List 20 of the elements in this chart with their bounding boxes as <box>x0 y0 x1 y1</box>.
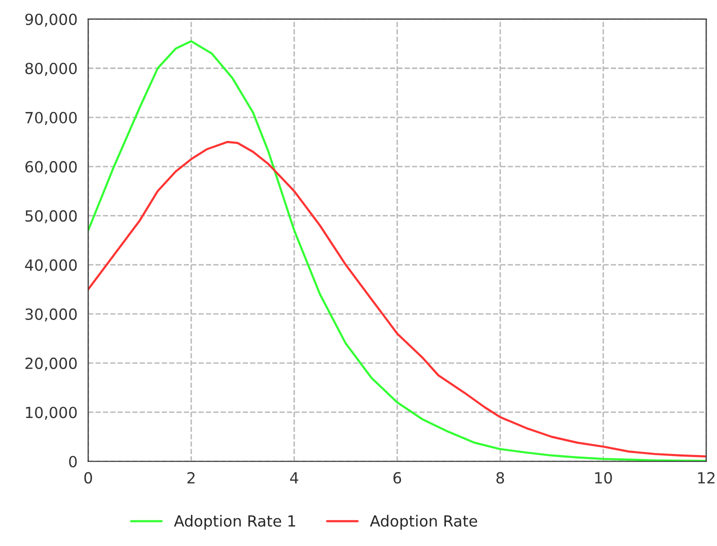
x-tick-label: 2 <box>187 472 195 484</box>
y-tick-label: 30,000 <box>25 308 77 322</box>
legend-label: Adoption Rate 1 <box>174 514 296 530</box>
x-tick-label: 0 <box>84 472 92 484</box>
line-series <box>88 140 706 458</box>
y-tick-label: 50,000 <box>25 210 77 224</box>
y-tick-label: 70,000 <box>26 112 77 125</box>
y-tick-label: 10,000 <box>26 406 77 420</box>
y-tick-label: 90,000 <box>25 14 77 27</box>
x-tick-label: 4 <box>290 472 298 484</box>
x-tick-label: 10 <box>595 472 612 484</box>
x-tick-label: 8 <box>496 472 504 484</box>
y-tick-label: 60,000 <box>25 160 77 174</box>
y-tick-label: 40,000 <box>25 259 77 272</box>
y-tick-label: 20,000 <box>25 358 77 371</box>
y-tick-label: 0 <box>69 456 77 468</box>
x-tick-label: 12 <box>698 472 714 484</box>
legend-label: Adoption Rate <box>370 514 478 530</box>
x-tick-label: 6 <box>393 472 402 484</box>
y-tick-label: 80,000 <box>25 62 77 76</box>
